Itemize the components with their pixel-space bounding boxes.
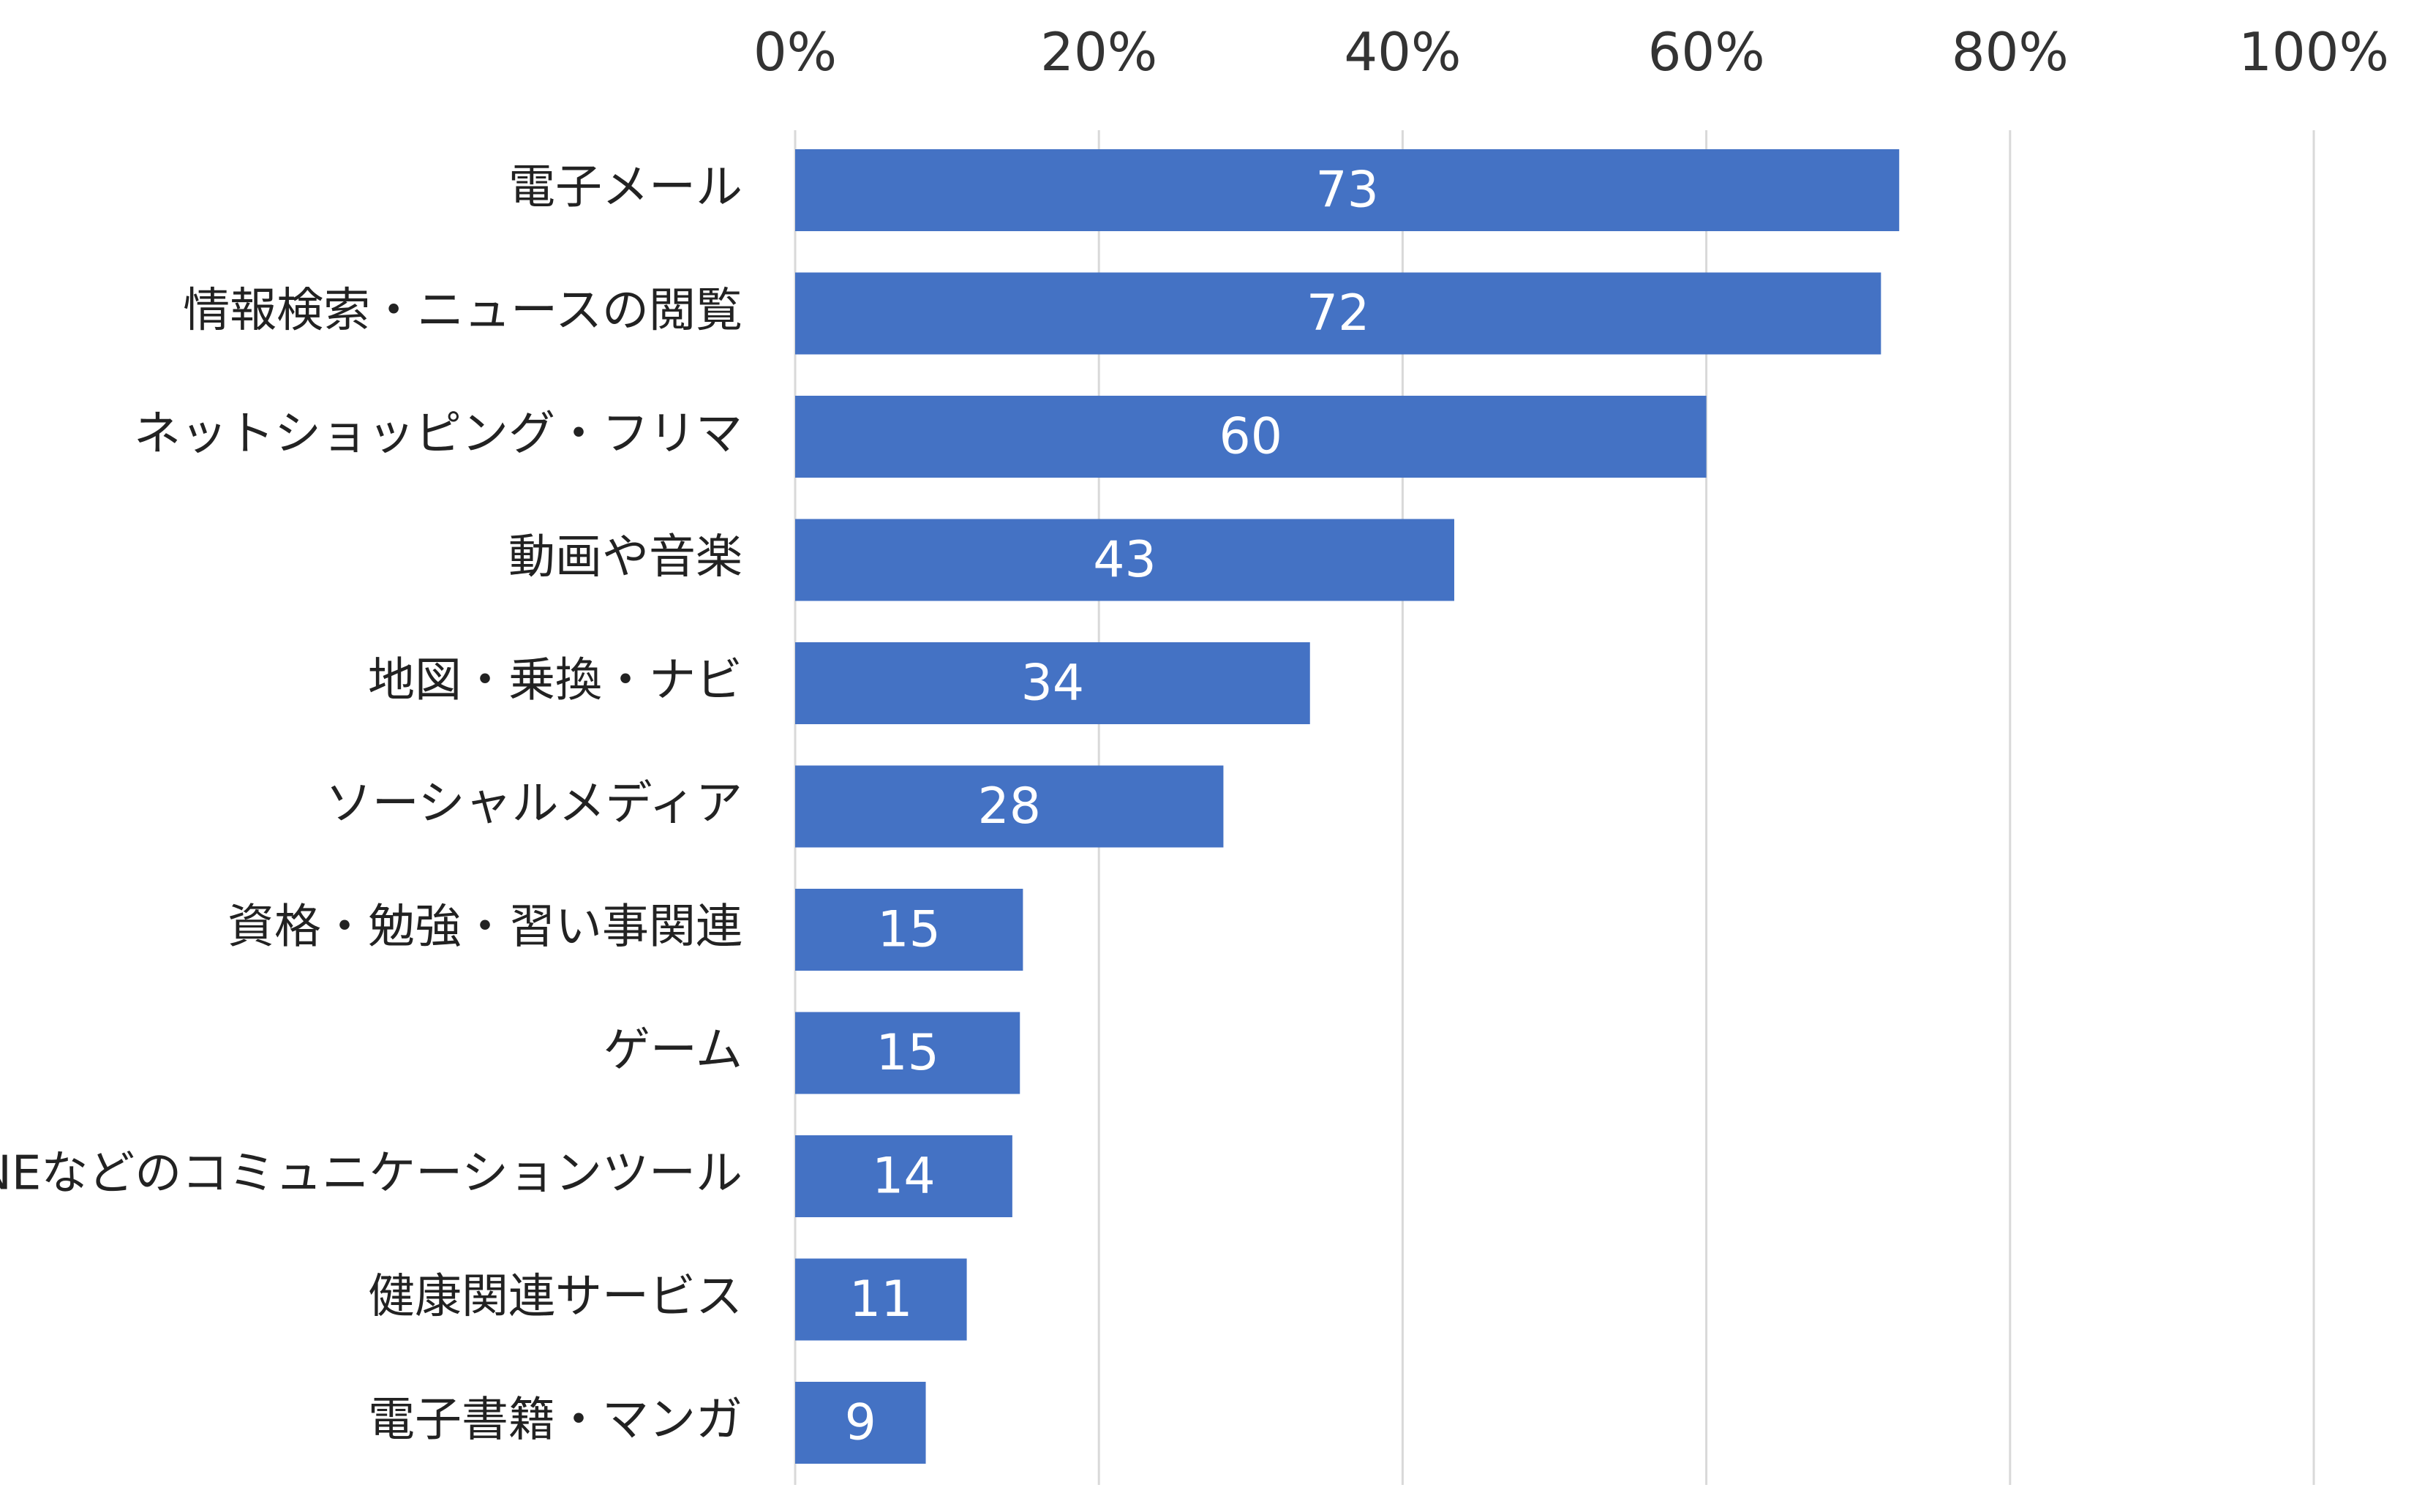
category-label: ゲーム	[604, 1023, 742, 1077]
x-tick-label: 20%	[1040, 21, 1157, 83]
data-label: 43	[1093, 531, 1157, 589]
category-label: LINEなどのコミュニケーションツール	[0, 1147, 742, 1201]
bar	[795, 642, 1310, 724]
category-label: 電子メール	[508, 161, 742, 215]
data-label: 60	[1219, 408, 1283, 466]
category-label: 健康関連サービス	[368, 1270, 742, 1324]
category-label: ネットショッピング・フリマ	[134, 407, 742, 462]
data-labels: 73 72 60 43 34 28 15 15 14 11 9	[845, 162, 1379, 1452]
bar	[795, 1258, 967, 1341]
bar	[795, 272, 1881, 355]
data-label: 14	[872, 1148, 936, 1206]
category-label: 電子書籍・マンガ	[368, 1393, 742, 1448]
x-tick-label: 80%	[1952, 21, 2069, 83]
bar	[795, 765, 1224, 848]
data-label: 9	[845, 1394, 876, 1452]
data-label: 15	[877, 901, 941, 959]
x-axis-ticks: 0% 20% 40% 60% 80% 100%	[753, 21, 2389, 83]
bar	[795, 1012, 1020, 1094]
category-label: 情報検索・ニュースの閲覧	[183, 284, 742, 338]
data-label: 15	[876, 1024, 939, 1082]
data-label: 11	[849, 1271, 913, 1328]
category-label: 動画や音楽	[508, 530, 742, 584]
x-tick-label: 40%	[1344, 21, 1461, 83]
x-tick-label: 100%	[2238, 21, 2389, 83]
data-label: 34	[1021, 655, 1085, 712]
data-label: 72	[1306, 285, 1370, 342]
bar	[795, 396, 1707, 478]
bar	[795, 1135, 1012, 1217]
data-label: 73	[1315, 162, 1379, 219]
category-label: ソーシャルメディア	[326, 777, 742, 831]
bars	[795, 149, 1900, 1464]
bar	[795, 519, 1454, 601]
x-tick-label: 60%	[1648, 21, 1765, 83]
bar	[795, 889, 1023, 971]
bar	[795, 1382, 926, 1464]
category-label: 資格・勉強・習い事関連	[228, 900, 742, 955]
x-tick-label: 0%	[753, 21, 837, 83]
bar	[795, 149, 1900, 231]
data-label: 28	[977, 778, 1041, 835]
category-label: 地図・乗換・ナビ	[368, 654, 742, 708]
category-labels: 電子メール情報検索・ニュースの閲覧ネットショッピング・フリマ動画や音楽地図・乗換…	[0, 161, 742, 1448]
